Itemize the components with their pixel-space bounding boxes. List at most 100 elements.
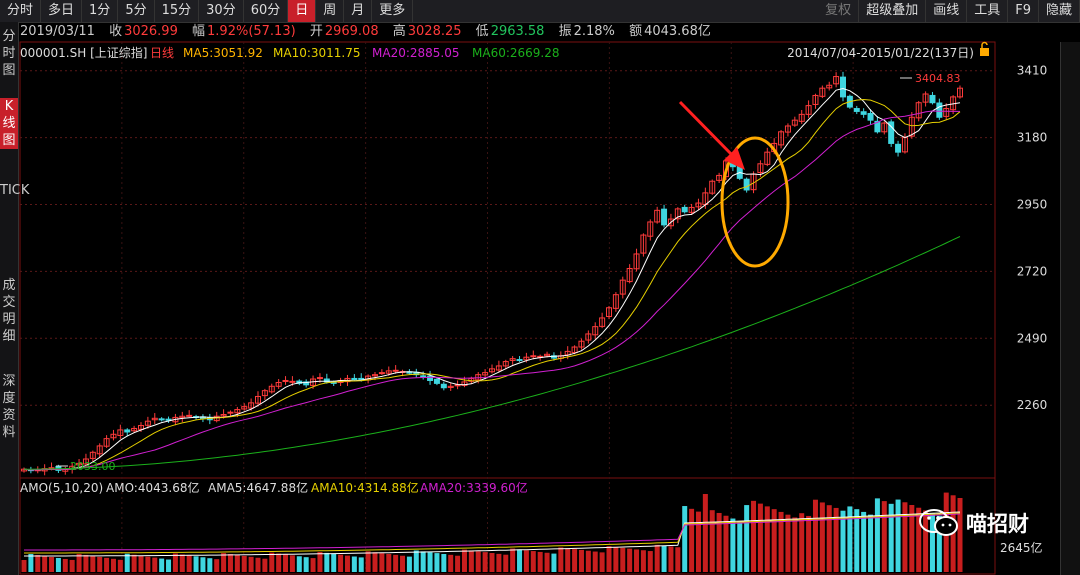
- period-tab-9[interactable]: 月: [344, 0, 373, 22]
- volume-bar: [544, 552, 550, 572]
- toolbar-action-2[interactable]: 画线: [926, 0, 968, 22]
- close-label: 收: [109, 24, 123, 39]
- candle-body: [316, 377, 323, 380]
- y-tick-label: 3180: [1017, 131, 1048, 145]
- wechat-icon: [919, 509, 958, 536]
- volume-bar: [537, 551, 543, 572]
- toolbar-action-4[interactable]: F9: [1008, 0, 1039, 22]
- candle-body: [82, 458, 89, 465]
- period-tab-6[interactable]: 60分: [244, 0, 289, 22]
- view-tab-depth-info[interactable]: 深度资料: [2, 374, 16, 440]
- candle-body: [881, 122, 888, 133]
- volume-bar: [523, 550, 529, 572]
- volume-bar: [172, 553, 178, 572]
- candle-body: [358, 377, 365, 380]
- period-tab-7[interactable]: 日: [288, 0, 317, 22]
- candle-body: [619, 279, 626, 295]
- amp-value: 2.18%: [573, 24, 615, 39]
- volume-bar: [503, 554, 509, 572]
- high-label: 高: [392, 24, 406, 39]
- candle-body: [76, 462, 83, 466]
- volume-bar: [592, 551, 598, 572]
- volume-bar: [276, 553, 282, 572]
- volume-bar: [55, 557, 61, 572]
- ama10-value: AMA10:4314.88亿: [311, 480, 419, 495]
- date-range-label: 2014/07/04-2015/01/22(137日): [787, 46, 974, 60]
- candle-body: [592, 326, 599, 336]
- volume-bar: [310, 558, 316, 572]
- volume-bar: [682, 506, 688, 572]
- candle-body: [179, 415, 186, 419]
- volume-bar: [427, 552, 433, 572]
- volume-bar: [689, 508, 695, 572]
- y-tick-label: 2950: [1017, 198, 1048, 212]
- left-view-switcher: 分时图 K线图 TICK 成交明细 深度资料: [0, 22, 29, 575]
- candle-body: [778, 131, 785, 146]
- volume-bar: [138, 555, 144, 572]
- volume-bar: [152, 557, 158, 572]
- period-tab-8[interactable]: 周: [316, 0, 345, 22]
- period-tab-0[interactable]: 分时: [0, 0, 42, 22]
- volume-bar: [393, 554, 399, 572]
- period-tab-4[interactable]: 15分: [155, 0, 200, 22]
- candle-body: [805, 105, 812, 115]
- candle-body: [144, 420, 151, 426]
- volume-bar: [888, 503, 894, 572]
- volume-bar: [902, 502, 908, 572]
- volume-axis-label: 2645亿: [1000, 540, 1043, 555]
- candle-body: [578, 340, 585, 348]
- toolbar-action-1[interactable]: 超级叠加: [859, 0, 927, 22]
- candle-body: [936, 102, 943, 118]
- volume-bar: [475, 551, 481, 572]
- volume-bar: [675, 547, 681, 572]
- volume-bar: [420, 551, 426, 572]
- volume-bar: [778, 511, 784, 572]
- volume-bar: [248, 556, 254, 572]
- volume-bar: [785, 514, 791, 572]
- volume-bar: [351, 556, 357, 572]
- volume-bar: [489, 553, 495, 572]
- volume-bar: [702, 494, 708, 572]
- view-tab-trade-detail[interactable]: 成交明细: [2, 278, 16, 344]
- candle-body: [853, 108, 860, 112]
- candle-body: [440, 383, 447, 389]
- ma20-legend: MA20:2885.05: [372, 46, 460, 60]
- candle-body: [674, 208, 681, 220]
- arrow-head: [724, 147, 745, 170]
- volume-bar: [723, 515, 729, 572]
- candle-body: [647, 221, 654, 237]
- period-tab-3[interactable]: 5分: [118, 0, 155, 22]
- candle-body: [922, 93, 929, 103]
- period-tab-5[interactable]: 30分: [199, 0, 244, 22]
- volume-bar: [97, 556, 103, 572]
- candle-body: [427, 375, 434, 381]
- candle-body: [268, 385, 275, 393]
- candle-body: [757, 163, 764, 174]
- view-tab-timeshare[interactable]: 分时图: [2, 29, 16, 78]
- toolbar-action-5[interactable]: 隐藏: [1039, 0, 1080, 22]
- lock-icon: [980, 48, 989, 56]
- volume-ma-line-0: [24, 511, 961, 557]
- candle-body: [289, 380, 296, 383]
- toolbar-action-0[interactable]: 复权: [818, 0, 860, 22]
- volume-bar: [854, 509, 860, 572]
- period-tab-1[interactable]: 多日: [41, 0, 83, 22]
- low-mark-label: 2033.00: [70, 460, 116, 473]
- volume-bar: [585, 550, 591, 572]
- candle-body: [764, 151, 771, 165]
- volume-bar: [510, 548, 516, 572]
- period-tab-10[interactable]: 更多: [372, 0, 414, 22]
- volume-bar: [331, 553, 337, 572]
- volume-bar: [482, 552, 488, 572]
- amo-value: AMO:4043.68亿: [106, 480, 199, 495]
- toolbar-action-3[interactable]: 工具: [967, 0, 1009, 22]
- period-tab-2[interactable]: 1分: [82, 0, 119, 22]
- candle-body: [860, 111, 867, 115]
- candle-body: [509, 358, 516, 361]
- candle-body: [640, 234, 647, 254]
- candle-body: [502, 361, 509, 367]
- volume-bar: [833, 507, 839, 572]
- view-tab-kline[interactable]: K线图: [0, 98, 18, 149]
- volume-bar: [234, 554, 240, 572]
